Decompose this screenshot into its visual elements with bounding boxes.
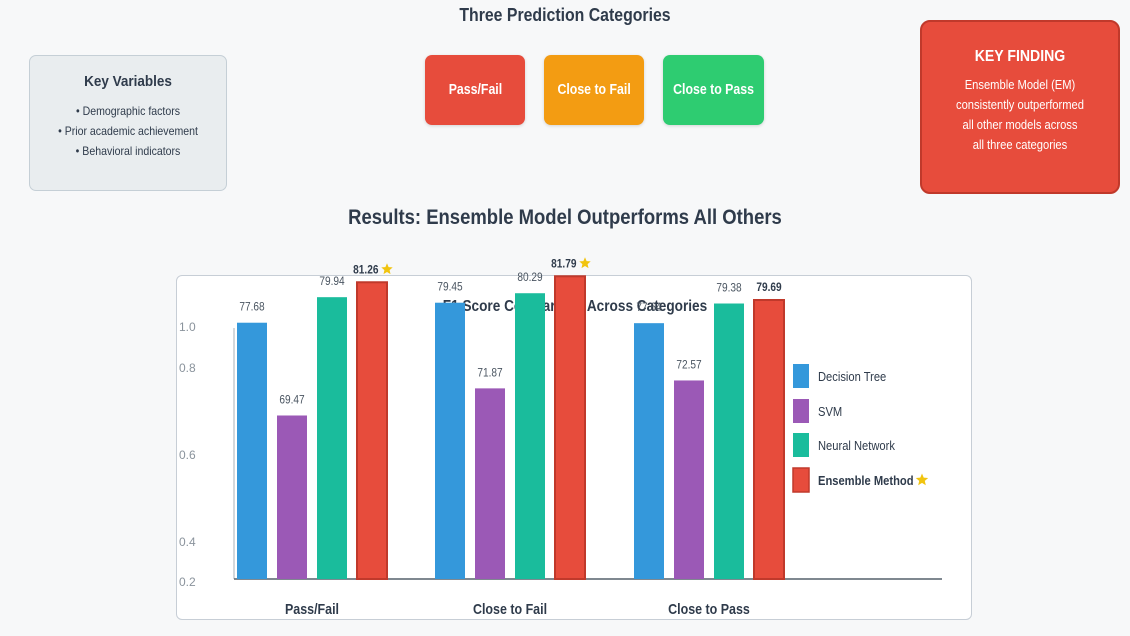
x-tick-label: Pass/Fail (285, 601, 339, 617)
legend-label: Decision Tree (818, 369, 887, 384)
close-to-fail-button-label: Close to Fail (557, 82, 631, 98)
data-label: 79.45 (437, 281, 462, 294)
key-finding-title: KEY FINDING (974, 48, 1066, 65)
data-label: 69.47 (279, 394, 304, 407)
close-to-fail-button[interactable]: Close to Fail (544, 55, 644, 125)
legend-label: Neural Network (818, 438, 896, 453)
key-finding-line: all three categories (972, 137, 1068, 152)
legend-swatch (792, 467, 810, 493)
key-finding-panel: KEY FINDING Ensemble Model (EM) consiste… (920, 20, 1120, 194)
f1-score-chart: F1 Score Comparison Across Categories1.0… (179, 257, 942, 617)
key-finding-line: all other models across (962, 117, 1078, 132)
data-label: 77.64 (636, 302, 661, 315)
y-tick-label: 1.0 (179, 320, 196, 334)
data-label: 81.79 (551, 258, 576, 271)
results-title: Results: Ensemble Model Outperforms All … (348, 206, 782, 229)
bar (475, 388, 505, 579)
data-label: 79.69 (756, 281, 781, 294)
data-label: 80.29 (517, 272, 542, 285)
page-title: Three Prediction Categories (459, 5, 671, 25)
y-tick-label: 0.4 (179, 535, 196, 549)
bar (237, 322, 267, 579)
x-tick-label: Close to Fail (473, 601, 547, 617)
key-finding-line: consistently outperformed (955, 97, 1085, 112)
bar (674, 380, 704, 579)
key-variable-item: • Prior academic achievement (58, 124, 198, 138)
key-variables-list: • Demographic factors • Prior academic a… (30, 101, 226, 161)
bar (435, 302, 465, 579)
key-variables-title: Key Variables (84, 73, 172, 90)
bar (515, 293, 545, 579)
bar (753, 299, 785, 581)
legend-label: Ensemble Method (818, 473, 914, 488)
y-tick-label: 0.8 (179, 361, 196, 375)
data-label: 79.38 (716, 282, 741, 295)
bar (554, 275, 586, 580)
data-label: 77.68 (239, 301, 264, 314)
star-icon (381, 263, 393, 275)
key-variable-item: • Behavioral indicators (75, 144, 181, 158)
y-tick-label: 0.2 (179, 575, 196, 589)
key-finding-text: Ensemble Model (EM) consistently outperf… (922, 75, 1118, 155)
data-label: 81.26 (353, 264, 378, 277)
close-to-pass-button[interactable]: Close to Pass (663, 55, 764, 125)
close-to-pass-button-label: Close to Pass (673, 82, 754, 98)
bar (714, 303, 744, 579)
key-variables-panel: Key Variables • Demographic factors • Pr… (29, 55, 227, 191)
bar (634, 323, 664, 579)
data-label: 71.87 (477, 367, 502, 380)
star-icon (915, 473, 929, 486)
pass-fail-button-label: Pass/Fail (448, 82, 502, 98)
data-label: 72.57 (676, 359, 701, 372)
bar (317, 297, 347, 579)
y-tick-label: 0.6 (179, 448, 196, 462)
data-label: 79.94 (319, 276, 344, 289)
legend-swatch (793, 433, 809, 457)
star-icon (579, 257, 591, 269)
bar (277, 415, 307, 579)
pass-fail-button[interactable]: Pass/Fail (425, 55, 525, 125)
legend-swatch (793, 364, 809, 388)
legend-label: SVM (818, 404, 842, 419)
key-variable-item: • Demographic factors (75, 104, 181, 118)
bar (356, 281, 388, 581)
chart-panel: F1 Score Comparison Across Categories1.0… (176, 257, 972, 620)
key-finding-line: Ensemble Model (EM) (964, 77, 1076, 92)
x-tick-label: Close to Pass (668, 601, 750, 617)
legend-swatch (793, 399, 809, 423)
